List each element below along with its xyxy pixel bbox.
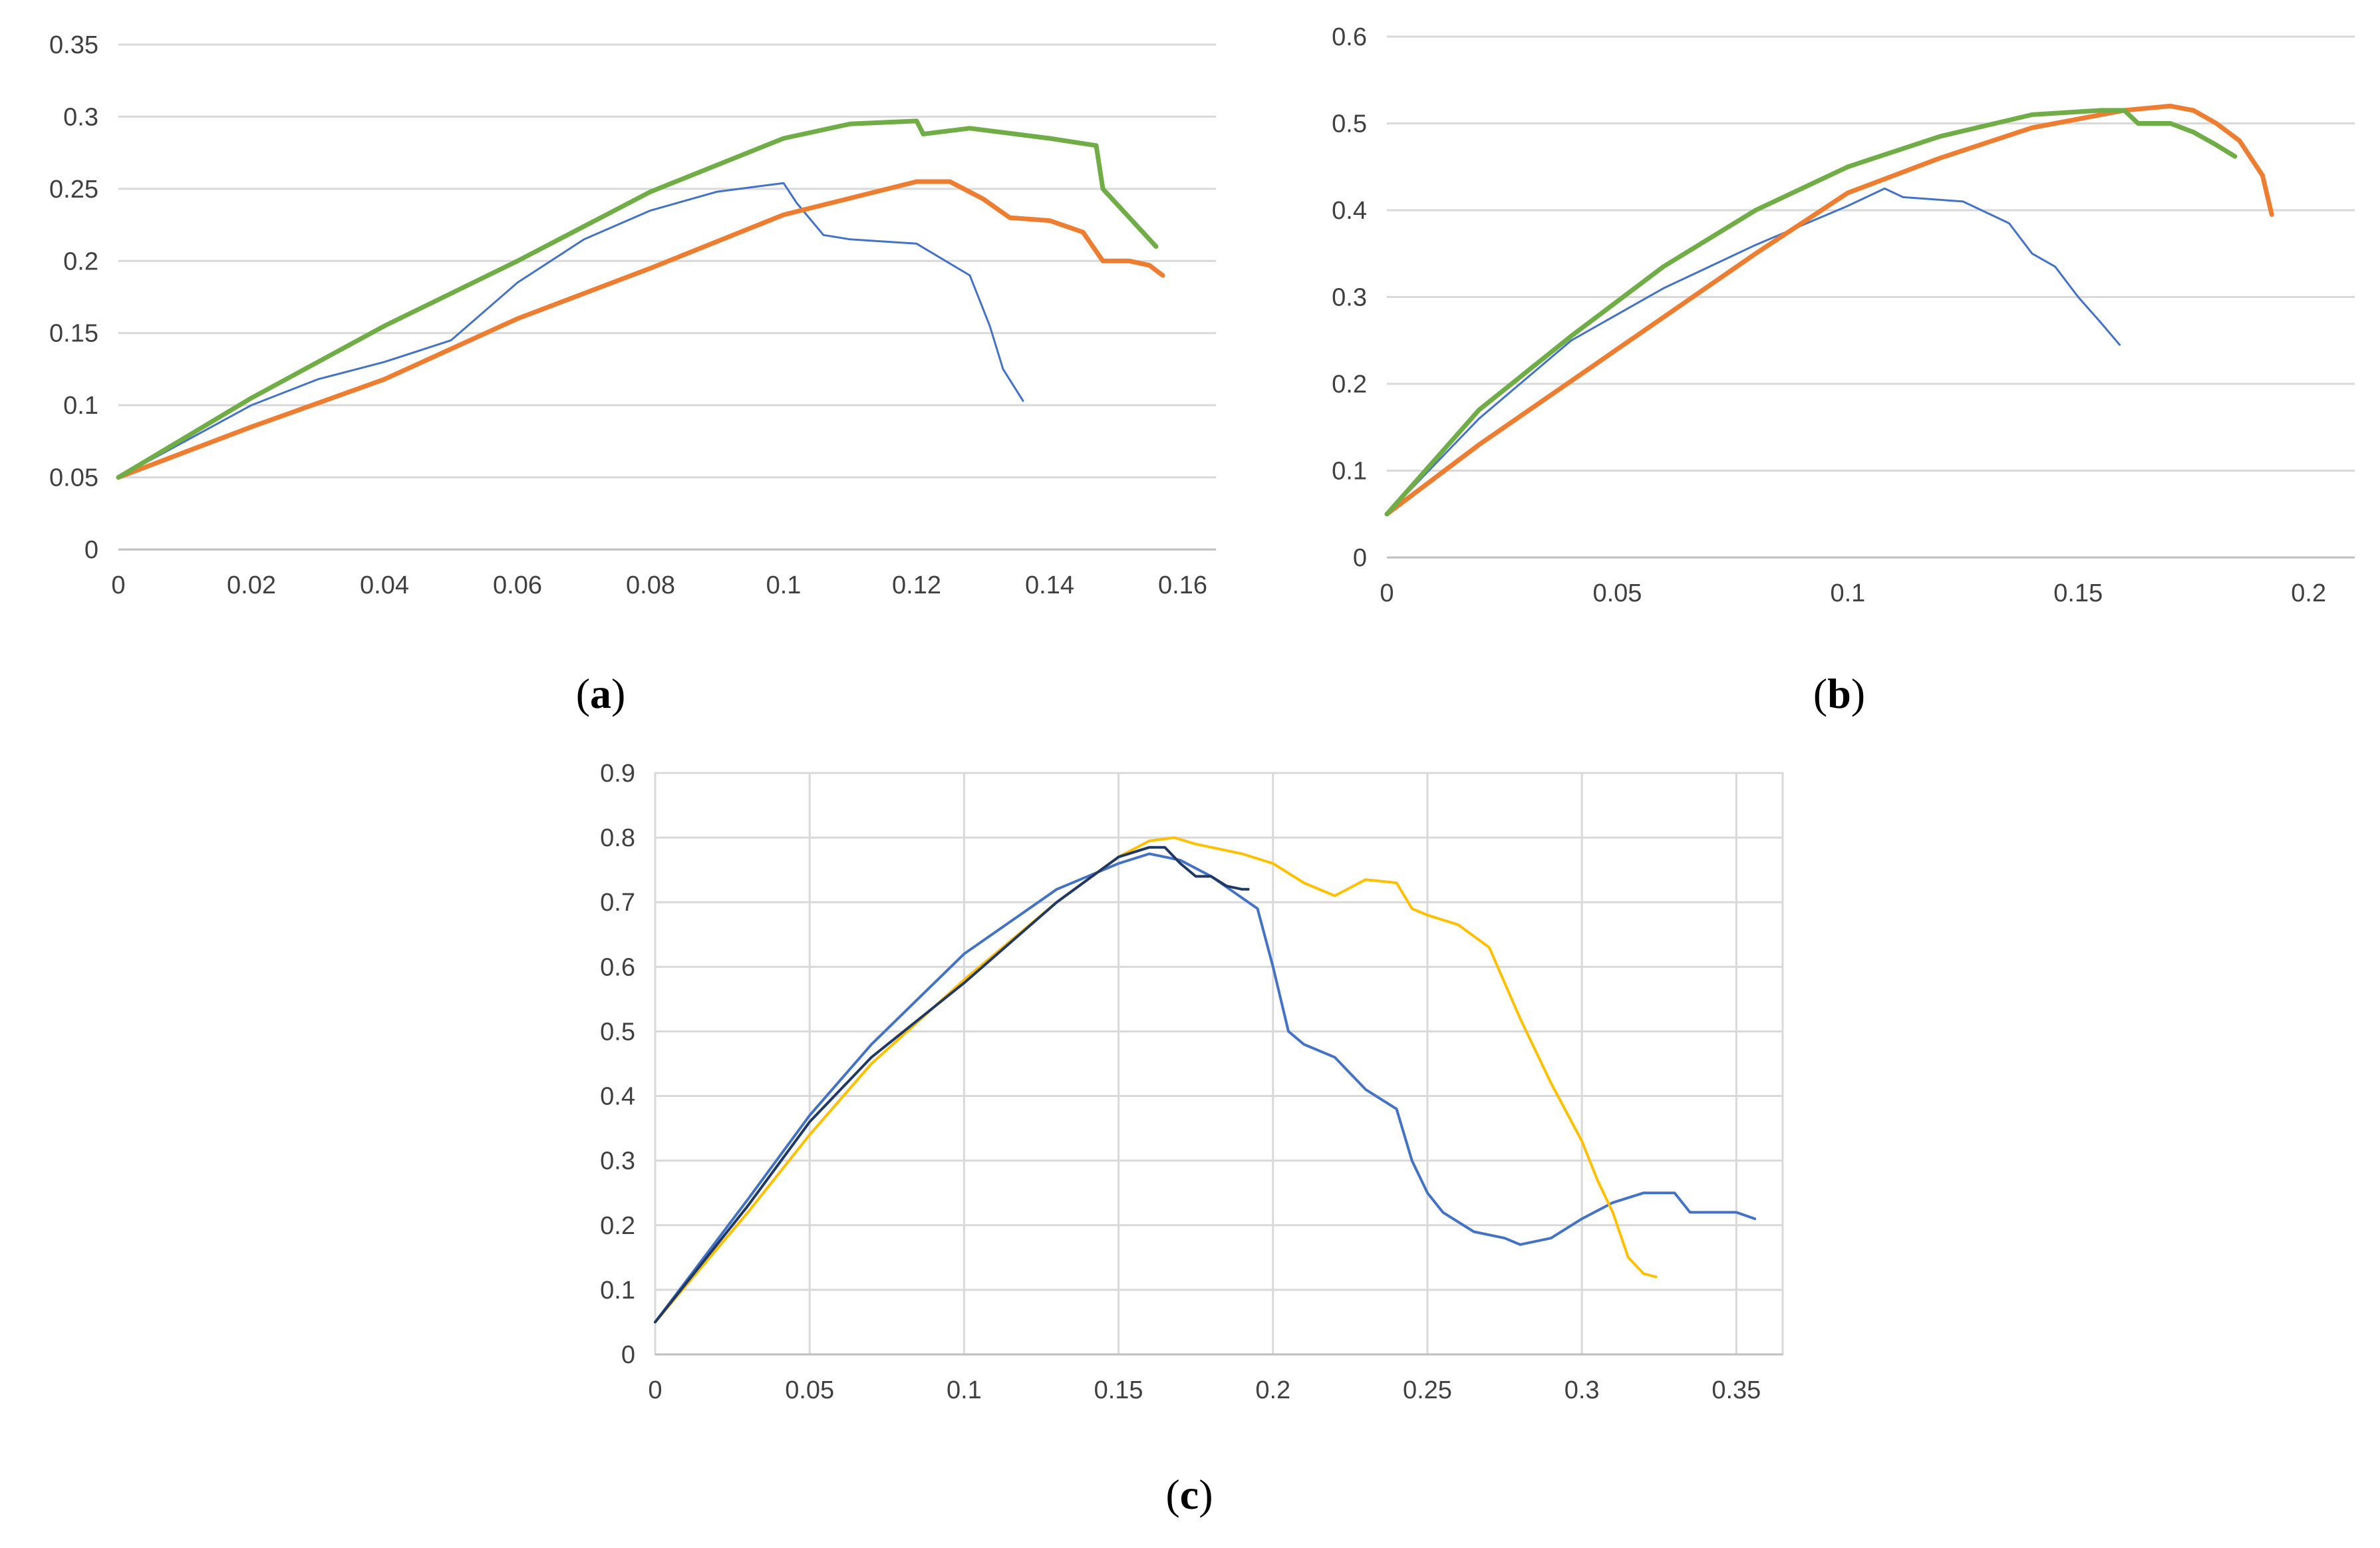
chart-c-ytick-label: 0.7 <box>600 889 635 917</box>
chart-a-xtick-label: 0.08 <box>626 571 675 599</box>
chart-b-xtick-label: 0.05 <box>1592 579 1642 607</box>
caption-a-letter: a <box>590 670 611 717</box>
chart-c-ytick-label: 0.3 <box>600 1148 635 1175</box>
chart-a-xtick-label: 0.16 <box>1158 571 1207 599</box>
chart-c-xtick-label: 0.05 <box>785 1376 834 1404</box>
chart-a-series-green <box>116 118 1159 480</box>
chart-c-series-navy <box>654 846 1250 1324</box>
caption-c-letter: c <box>1180 1471 1199 1518</box>
chart-c-ytick-label: 0.6 <box>600 953 635 981</box>
chart-c-ytick-label: 0.1 <box>600 1277 635 1305</box>
chart-a-ytick-label: 0.1 <box>63 392 98 420</box>
chart-b-series-blue <box>1386 187 2121 516</box>
chart-b-ytick-label: 0.6 <box>1332 23 1367 51</box>
chart-c-ytick-label: 0.8 <box>600 824 635 852</box>
chart-c-xtick-label: 0.35 <box>1711 1376 1761 1404</box>
chart-a-series-orange <box>116 179 1165 480</box>
chart-a-ytick-label: 0.05 <box>49 464 98 492</box>
chart-c-plot-frame <box>654 772 1784 1356</box>
chart-c-xtick-label: 0.2 <box>1255 1376 1290 1404</box>
caption-c: (c) <box>1165 1471 1213 1518</box>
chart-a: 0 0.05 0.1 0.15 0.2 0.25 0.3 0.35 0 0.02 0.04 0.06 0… <box>49 31 1216 599</box>
chart-a-ytick-label: 0.15 <box>49 320 98 348</box>
chart-a-ytick-label: 0.2 <box>63 247 98 275</box>
chart-b-xtick-label: 0.15 <box>2053 579 2103 607</box>
chart-b-ytick-label: 0 <box>1353 544 1367 572</box>
caption-b: (b) <box>1813 670 1865 717</box>
chart-c-ytick-label: 0.5 <box>600 1018 635 1046</box>
chart-a-xtick-label: 0.1 <box>766 571 802 599</box>
chart-a-xtick-label: 0.14 <box>1025 571 1074 599</box>
caption-b-letter: b <box>1827 670 1851 717</box>
chart-c-xtick-label: 0 <box>648 1376 662 1404</box>
chart-b-series-orange <box>1384 103 2274 517</box>
chart-c-ytick-label: 0.2 <box>600 1212 635 1240</box>
chart-a-xtick-label: 0.06 <box>493 571 542 599</box>
chart-a-xtick-label: 0.02 <box>227 571 276 599</box>
chart-b-ytick-label: 0.4 <box>1332 197 1367 225</box>
chart-c-xtick-label: 0.1 <box>947 1376 982 1404</box>
chart-c-xtick-label: 0.15 <box>1094 1376 1143 1404</box>
chart-b-ytick-label: 0.3 <box>1332 284 1367 312</box>
chart-a-xtick-label: 0.12 <box>892 571 941 599</box>
chart-a-ytick-label: 0 <box>84 536 98 564</box>
chart-a-ytick-label: 0.35 <box>49 31 98 59</box>
chart-b-series-green <box>1384 108 2238 517</box>
chart-c-series-yellow <box>654 836 1658 1324</box>
chart-a-xtick-label: 0 <box>111 571 125 599</box>
chart-c: 0 0.1 0.2 0.3 0.4 0.5 0.6 0.7 0.8 0.9 0 0.05 0.1 0.15… <box>600 760 1784 1404</box>
chart-c-xtick-label: 0.3 <box>1564 1376 1600 1404</box>
chart-a-ytick-label: 0.3 <box>63 103 98 131</box>
chart-b-xtick-label: 0 <box>1380 579 1394 607</box>
chart-b-ytick-label: 0.2 <box>1332 371 1367 398</box>
chart-a-ytick-label: 0.25 <box>49 176 98 204</box>
chart-b-ytick-label: 0.5 <box>1332 110 1367 138</box>
caption-a: (a) <box>576 670 626 717</box>
chart-b-xtick-label: 0.1 <box>1830 579 1865 607</box>
chart-b: 0 0.1 0.2 0.3 0.4 0.5 0.6 0 0.05 0.1 0.15 0.2 <box>1332 23 2355 607</box>
chart-c-ytick-label: 0 <box>621 1341 635 1369</box>
chart-a-xtick-label: 0.04 <box>360 571 409 599</box>
chart-a-series-blue <box>117 182 1024 479</box>
chart-b-xtick-label: 0.2 <box>2291 579 2326 607</box>
chart-c-xtick-label: 0.25 <box>1403 1376 1452 1404</box>
chart-c-ytick-label: 0.9 <box>600 760 635 788</box>
chart-b-ytick-label: 0.1 <box>1332 458 1367 486</box>
chart-c-series-blue <box>654 852 1757 1324</box>
chart-c-ytick-label: 0.4 <box>600 1083 635 1111</box>
